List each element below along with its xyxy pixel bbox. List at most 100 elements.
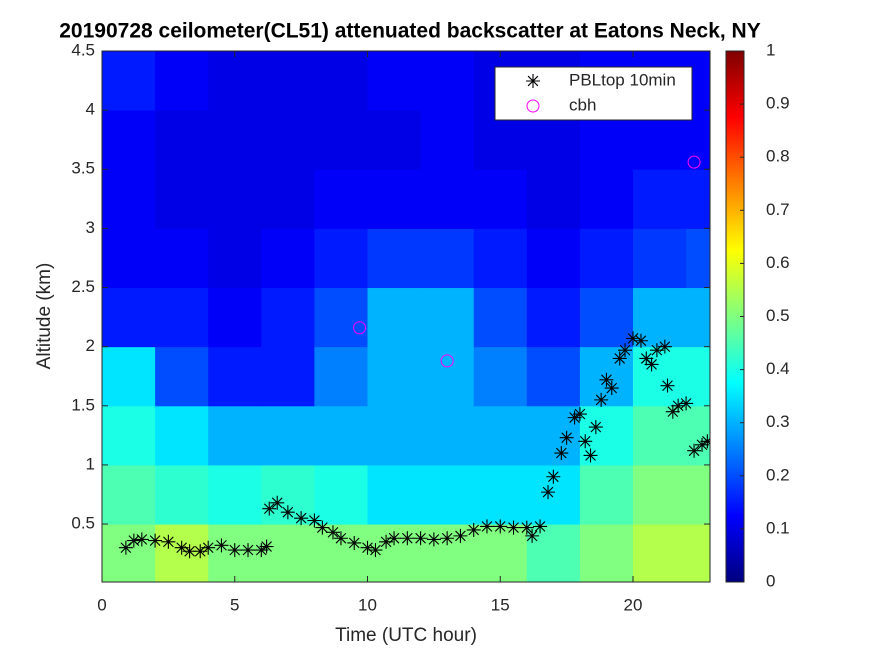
heatmap-cell xyxy=(633,346,687,407)
y-tick-label: 4.5 xyxy=(71,40,95,59)
y-tick-label: 1 xyxy=(86,454,95,473)
heatmap-cell xyxy=(473,346,528,407)
heatmap-cell xyxy=(686,346,710,407)
heatmap-cell xyxy=(155,464,209,525)
asterisk-marker xyxy=(594,392,609,407)
heatmap-cell xyxy=(155,51,209,111)
asterisk-marker xyxy=(657,339,672,354)
asterisk-marker xyxy=(679,396,694,411)
heatmap-cell xyxy=(155,110,209,170)
heatmap-cell xyxy=(367,228,422,289)
asterisk-marker xyxy=(506,520,521,535)
heatmap-cell xyxy=(367,464,422,525)
asterisk-marker xyxy=(583,448,598,463)
asterisk-marker xyxy=(161,534,176,549)
heatmap-cell xyxy=(367,169,422,229)
heatmap-cell xyxy=(208,169,262,229)
heatmap-cell xyxy=(261,405,315,466)
heatmap-cell xyxy=(686,110,710,170)
heatmap-cell xyxy=(261,287,315,348)
circle-marker xyxy=(687,155,701,169)
heatmap-cell xyxy=(208,405,262,466)
asterisk-marker xyxy=(700,434,710,449)
asterisk-marker xyxy=(626,331,641,346)
asterisk-marker xyxy=(214,538,229,553)
heatmap-cell xyxy=(633,405,687,466)
asterisk-marker xyxy=(671,398,686,413)
asterisk-marker xyxy=(554,446,569,461)
asterisk-marker xyxy=(118,540,133,555)
asterisk-marker xyxy=(241,543,256,558)
asterisk-marker xyxy=(174,540,189,555)
asterisk-marker xyxy=(259,539,274,554)
heatmap-cell xyxy=(208,228,262,289)
y-tick-label: 3.5 xyxy=(71,159,95,178)
heatmap-cell xyxy=(102,169,156,229)
heatmap-cell xyxy=(473,405,528,466)
heatmap-cell xyxy=(579,287,634,348)
asterisk-marker xyxy=(665,404,680,419)
asterisk-marker xyxy=(270,495,285,510)
x-axis-label: Time (UTC hour) xyxy=(335,625,477,646)
asterisk-marker xyxy=(360,540,375,555)
heatmap-cell xyxy=(261,228,315,289)
asterisk-marker xyxy=(526,74,540,88)
heatmap-cell xyxy=(155,228,209,289)
heatmap-cell xyxy=(526,287,581,348)
heatmap-cell xyxy=(367,405,422,466)
heatmap-cell xyxy=(633,524,687,582)
y-tick-label: 1.5 xyxy=(71,395,95,414)
heatmap-cell xyxy=(102,464,156,525)
heatmap-cell xyxy=(314,51,369,111)
colorbar-tick-label: 1 xyxy=(766,40,775,59)
asterisk-marker xyxy=(649,343,664,358)
asterisk-marker xyxy=(639,351,654,366)
asterisk-marker xyxy=(126,533,141,548)
x-tick-label: 5 xyxy=(230,595,239,614)
heatmap-cell xyxy=(686,464,710,525)
heatmap-cell xyxy=(420,110,475,170)
asterisk-marker xyxy=(400,531,415,546)
asterisk-marker xyxy=(440,531,455,546)
heatmap-cell xyxy=(102,405,156,466)
colorbar-tick-label: 0.2 xyxy=(766,465,790,484)
x-tick-label: 10 xyxy=(358,595,377,614)
axes-frame xyxy=(101,50,711,583)
asterisk-marker xyxy=(201,540,216,555)
asterisk-marker xyxy=(541,485,556,500)
heatmap-cell xyxy=(314,110,369,170)
heatmap-cell xyxy=(686,169,710,229)
heatmap-cell xyxy=(155,346,209,407)
heatmap-cell xyxy=(633,169,687,229)
heatmap-cell xyxy=(208,346,262,407)
asterisk-marker xyxy=(368,543,383,558)
asterisk-marker xyxy=(633,333,648,348)
heatmap-cell xyxy=(420,51,475,111)
heatmap-cell xyxy=(261,51,315,111)
asterisk-marker xyxy=(294,511,309,526)
asterisk-marker xyxy=(533,519,548,534)
y-tick-label: 3 xyxy=(86,218,95,237)
asterisk-marker xyxy=(325,525,340,540)
asterisk-marker xyxy=(466,522,481,537)
asterisk-marker xyxy=(426,532,441,547)
series-layer xyxy=(118,155,710,559)
heatmap-cell xyxy=(473,524,528,582)
colorbar-tick-label: 0.4 xyxy=(766,359,790,378)
asterisk-marker xyxy=(134,532,149,547)
asterisk-marker xyxy=(519,520,534,535)
colorbar-tick-label: 0.7 xyxy=(766,200,790,219)
heatmap-cell xyxy=(102,228,156,289)
circle-marker xyxy=(440,354,454,368)
y-tick-label: 0.5 xyxy=(71,514,95,533)
colorbar-tick-label: 0 xyxy=(766,571,775,590)
heatmap-cell xyxy=(579,405,634,466)
asterisk-marker xyxy=(315,520,330,535)
asterisk-marker xyxy=(687,443,702,458)
asterisk-marker xyxy=(182,544,197,559)
asterisk-marker xyxy=(413,531,428,546)
heatmap-cell xyxy=(314,346,369,407)
asterisk-marker xyxy=(599,372,614,387)
asterisk-marker xyxy=(307,513,322,528)
